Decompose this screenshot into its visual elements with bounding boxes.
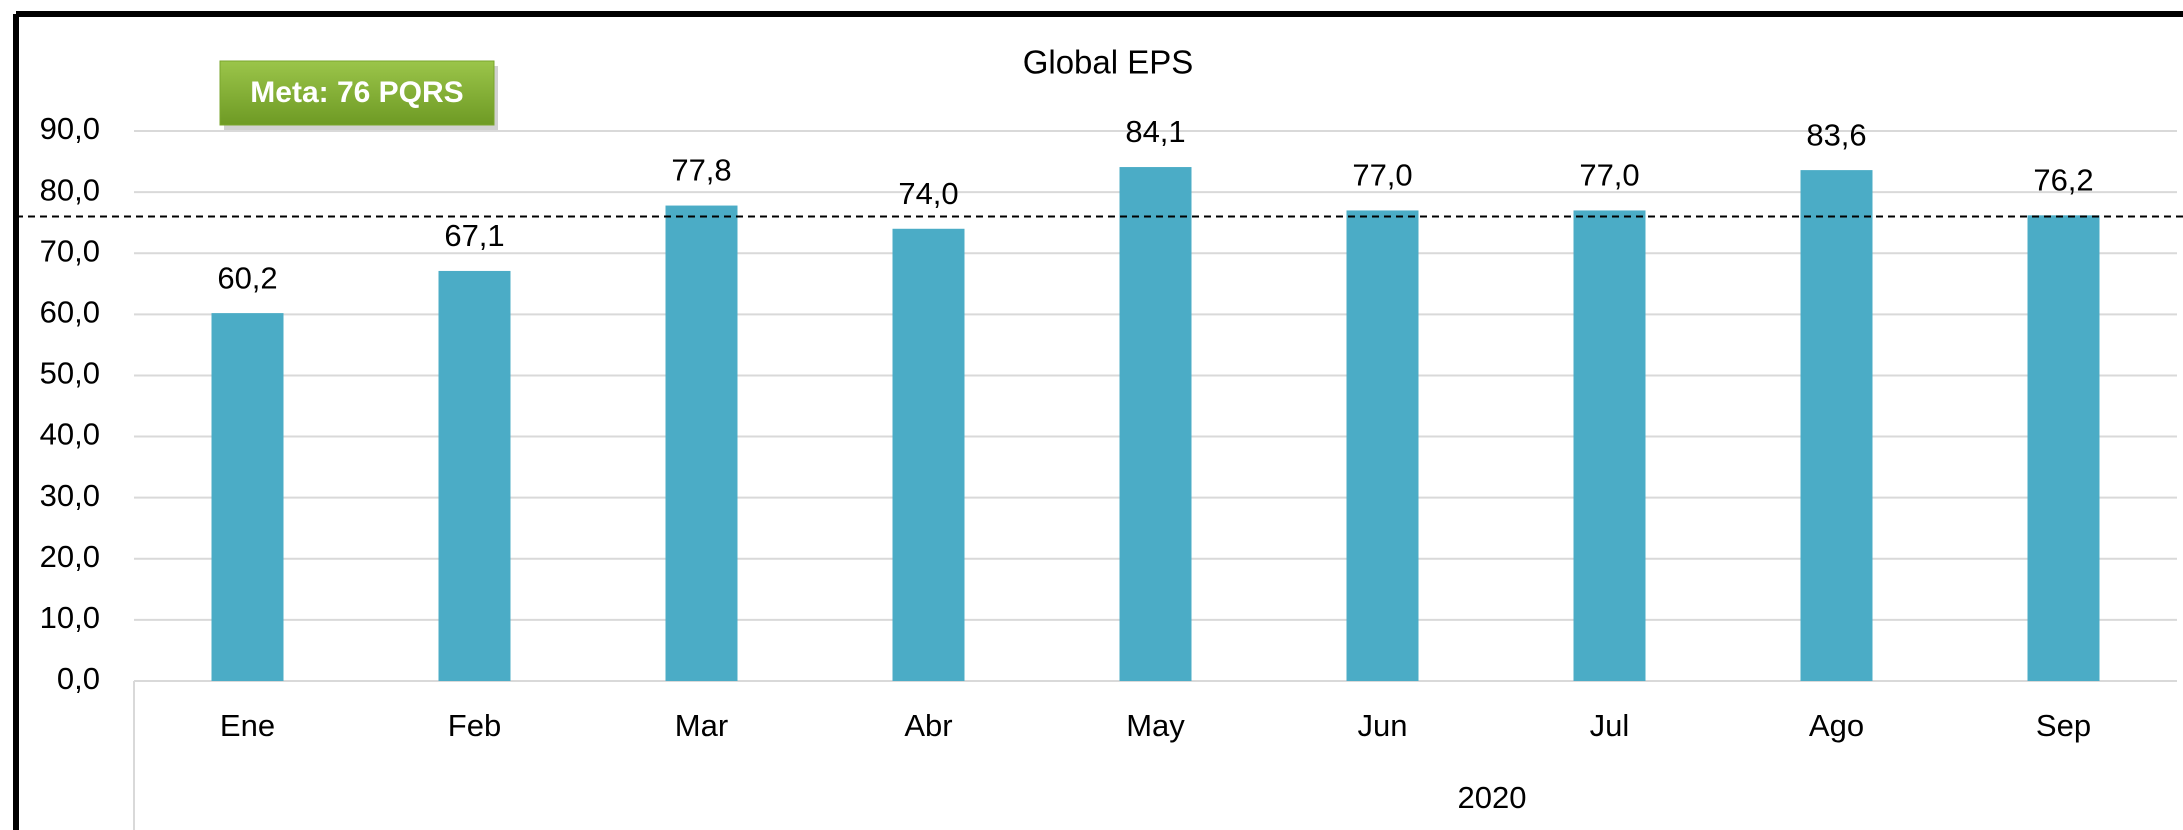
data-label: 74,0	[898, 176, 958, 211]
bar	[1119, 167, 1192, 682]
x-tick-label: Mar	[675, 708, 728, 743]
y-tick-label: 80,0	[40, 172, 100, 207]
bar	[211, 313, 284, 681]
y-tick-label: 20,0	[40, 539, 100, 574]
data-label: 84,1	[1125, 114, 1185, 149]
bar	[1346, 210, 1419, 681]
target-label-box	[219, 60, 495, 126]
data-label: 83,6	[1806, 117, 1866, 152]
data-label: 77,0	[1352, 158, 1412, 193]
bar	[665, 205, 738, 682]
x-tick-label: Jun	[1358, 708, 1408, 743]
bar	[892, 228, 965, 681]
x-tick-label: Ago	[1809, 708, 1864, 743]
y-tick-label: 40,0	[40, 417, 100, 452]
data-label: 60,2	[217, 260, 277, 295]
x-tick-label: Abr	[904, 708, 952, 743]
target-label: Meta: 76 PQRS	[250, 76, 463, 109]
x-tick-label: Jul	[1590, 708, 1630, 743]
y-tick-label: 60,0	[40, 295, 100, 330]
x-tick-label: Ene	[220, 708, 275, 743]
x-tick-label: May	[1126, 708, 1185, 743]
bar	[1573, 210, 1646, 681]
data-label: 76,2	[2033, 163, 2093, 198]
bar	[2027, 215, 2100, 682]
y-tick-label: 30,0	[40, 478, 100, 513]
data-label: 77,0	[1579, 158, 1639, 193]
x-tick-label: Sep	[2036, 708, 2091, 743]
data-label: 77,8	[671, 153, 731, 188]
x-group-label: 2020	[1458, 780, 1527, 815]
y-tick-label: 70,0	[40, 233, 100, 268]
data-label: 67,1	[444, 218, 504, 253]
bar	[438, 270, 511, 681]
y-tick-label: 10,0	[40, 600, 100, 635]
y-tick-label: 50,0	[40, 356, 100, 391]
y-tick-label: 90,0	[40, 111, 100, 146]
x-tick-label: Feb	[448, 708, 501, 743]
y-tick-label: 0,0	[57, 661, 100, 696]
bar	[1800, 170, 1873, 681]
chart-title: Global EPS	[1023, 44, 1194, 81]
